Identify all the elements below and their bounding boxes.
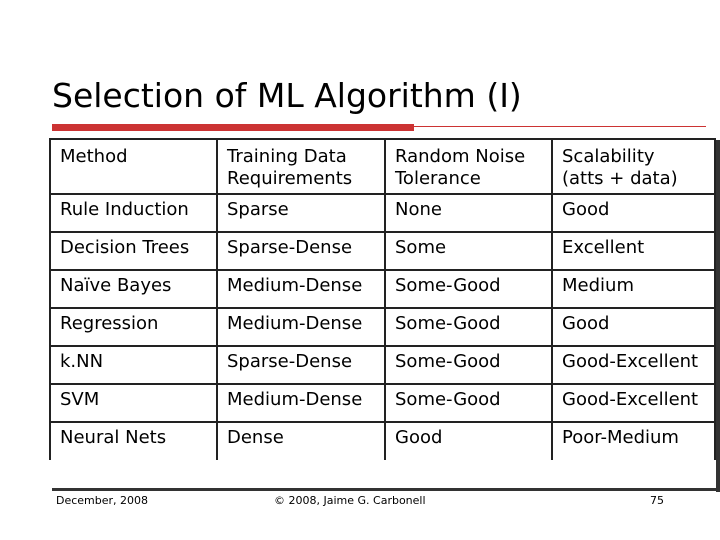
cell-training-data: Dense <box>216 422 385 460</box>
algorithm-comparison-table: Method Training Data Requirements Random… <box>49 138 716 460</box>
table-row: Rule Induction Sparse None Good <box>49 194 716 233</box>
table-row: Regression Medium-Dense Some-Good Good <box>49 308 716 347</box>
cell-noise-tolerance: Good <box>384 422 552 460</box>
table-row: k.NN Sparse-Dense Some-Good Good-Excelle… <box>49 346 716 385</box>
cell-method: Regression <box>49 308 217 347</box>
header-method: Method <box>49 138 217 195</box>
title-underline-thick <box>52 124 414 131</box>
cell-noise-tolerance: None <box>384 194 552 233</box>
cell-training-data: Sparse <box>216 194 385 233</box>
cell-scalability: Poor-Medium <box>551 422 716 460</box>
table-header-row: Method Training Data Requirements Random… <box>49 138 716 195</box>
cell-training-data: Sparse-Dense <box>216 232 385 271</box>
cell-scalability: Medium <box>551 270 716 309</box>
table-row: Neural Nets Dense Good Poor-Medium <box>49 422 716 460</box>
cell-noise-tolerance: Some <box>384 232 552 271</box>
cell-training-data: Sparse-Dense <box>216 346 385 385</box>
cell-scalability: Excellent <box>551 232 716 271</box>
title-underline-thin <box>414 126 706 127</box>
cell-method: Naïve Bayes <box>49 270 217 309</box>
footer-page-number: 75 <box>650 494 664 507</box>
cell-noise-tolerance: Some-Good <box>384 308 552 347</box>
cell-method: SVM <box>49 384 217 423</box>
table-row: SVM Medium-Dense Some-Good Good-Excellen… <box>49 384 716 423</box>
table-row: Decision Trees Sparse-Dense Some Excelle… <box>49 232 716 271</box>
header-noise-tolerance: Random Noise Tolerance <box>384 138 552 195</box>
cell-method: Neural Nets <box>49 422 217 460</box>
cell-method: Decision Trees <box>49 232 217 271</box>
cell-noise-tolerance: Some-Good <box>384 384 552 423</box>
cell-scalability: Good <box>551 194 716 233</box>
cell-method: k.NN <box>49 346 217 385</box>
cell-training-data: Medium-Dense <box>216 270 385 309</box>
table-shadow-bottom <box>52 488 720 491</box>
footer-date: December, 2008 <box>56 494 149 507</box>
table-shadow-right <box>716 140 720 492</box>
cell-scalability: Good-Excellent <box>551 346 716 385</box>
header-training-data: Training Data Requirements <box>216 138 385 195</box>
footer-copyright: © 2008, Jaime G. Carbonell <box>274 494 426 507</box>
cell-training-data: Medium-Dense <box>216 308 385 347</box>
cell-method: Rule Induction <box>49 194 217 233</box>
cell-scalability: Good-Excellent <box>551 384 716 423</box>
header-scalability: Scalability (atts + data) <box>551 138 716 195</box>
cell-noise-tolerance: Some-Good <box>384 270 552 309</box>
cell-noise-tolerance: Some-Good <box>384 346 552 385</box>
cell-scalability: Good <box>551 308 716 347</box>
cell-training-data: Medium-Dense <box>216 384 385 423</box>
table-row: Naïve Bayes Medium-Dense Some-Good Mediu… <box>49 270 716 309</box>
slide-title: Selection of ML Algorithm (I) <box>52 76 522 115</box>
